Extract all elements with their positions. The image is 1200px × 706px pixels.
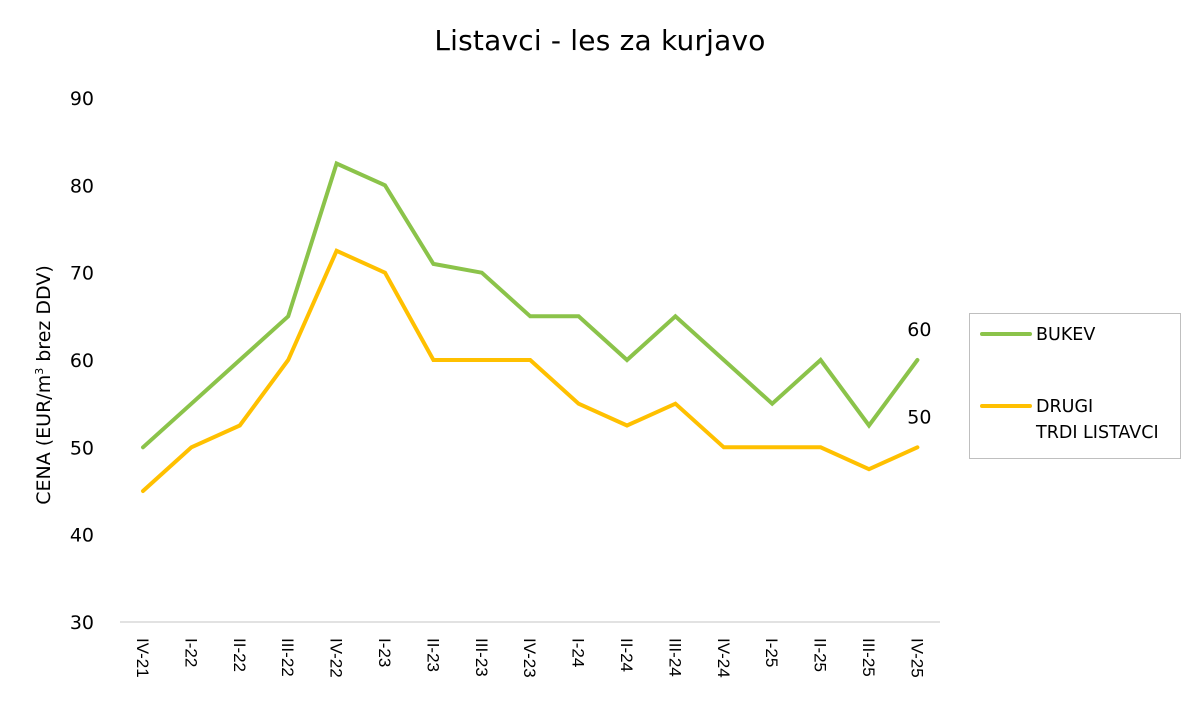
x-tick-label: III-23 (472, 638, 491, 677)
y-tick-label: 40 (70, 525, 94, 547)
legend-item-bukev: BUKEV (980, 322, 1095, 348)
y-tick-label: 70 (70, 263, 94, 285)
x-tick-label: III-22 (278, 638, 297, 677)
x-tick-label: I-25 (762, 638, 781, 667)
y-tick-label: 60 (70, 350, 94, 372)
data-labels: 60 50 (907, 319, 931, 428)
y-tick-label: 80 (70, 175, 94, 197)
x-tick-label: II-23 (423, 638, 442, 672)
x-tick-label: II-25 (811, 638, 830, 672)
data-label-last: 50 (907, 406, 931, 428)
legend-label-line-2: TRDI LISTAVCI (1036, 423, 1159, 443)
legend-label-drugi-trdi-listavci: DRUGI TRDI LISTAVCI (1036, 394, 1159, 446)
legend-label-line-1: DRUGI (1036, 397, 1094, 417)
legend-swatch-drugi-trdi-listavci (980, 404, 1032, 408)
x-tick-label: II-24 (617, 638, 636, 672)
legend-label-bukev: BUKEV (1036, 325, 1096, 345)
x-axis-ticks: IV-21 I-22 II-22 III-22 IV-22 I-23 II-23 III-23… (133, 638, 926, 678)
x-tick-label: IV-25 (907, 638, 926, 678)
x-tick-label: IV-24 (714, 638, 733, 678)
y-tick-label: 50 (70, 437, 94, 459)
y-tick-label: 30 (70, 612, 94, 634)
legend-swatch-bukev (980, 332, 1032, 336)
y-tick-label: 90 (70, 88, 94, 110)
series-lines (141, 160, 920, 493)
x-tick-label: III-25 (859, 638, 878, 677)
legend-item-drugi-trdi-listavci: DRUGI TRDI LISTAVCI (980, 394, 1159, 446)
x-tick-label: I-23 (375, 638, 394, 667)
x-tick-label: I-24 (569, 638, 588, 667)
x-tick-label: III-24 (665, 638, 684, 677)
x-tick-label: IV-21 (133, 638, 152, 678)
x-tick-label: IV-23 (520, 638, 539, 678)
x-tick-label: II-22 (230, 638, 249, 672)
legend: BUKEV DRUGI TRDI LISTAVCI (969, 313, 1181, 459)
series-line-bukev (141, 160, 920, 450)
chart-title: Listavci - les za kurjavo (434, 24, 766, 57)
x-tick-label: IV-22 (327, 638, 346, 678)
x-tick-label: I-22 (181, 638, 200, 667)
series-line-drugi-trdi-listavci (141, 248, 920, 493)
data-label-last: 60 (907, 319, 931, 341)
y-axis-ticks: 30 40 50 60 70 80 90 (70, 88, 94, 634)
